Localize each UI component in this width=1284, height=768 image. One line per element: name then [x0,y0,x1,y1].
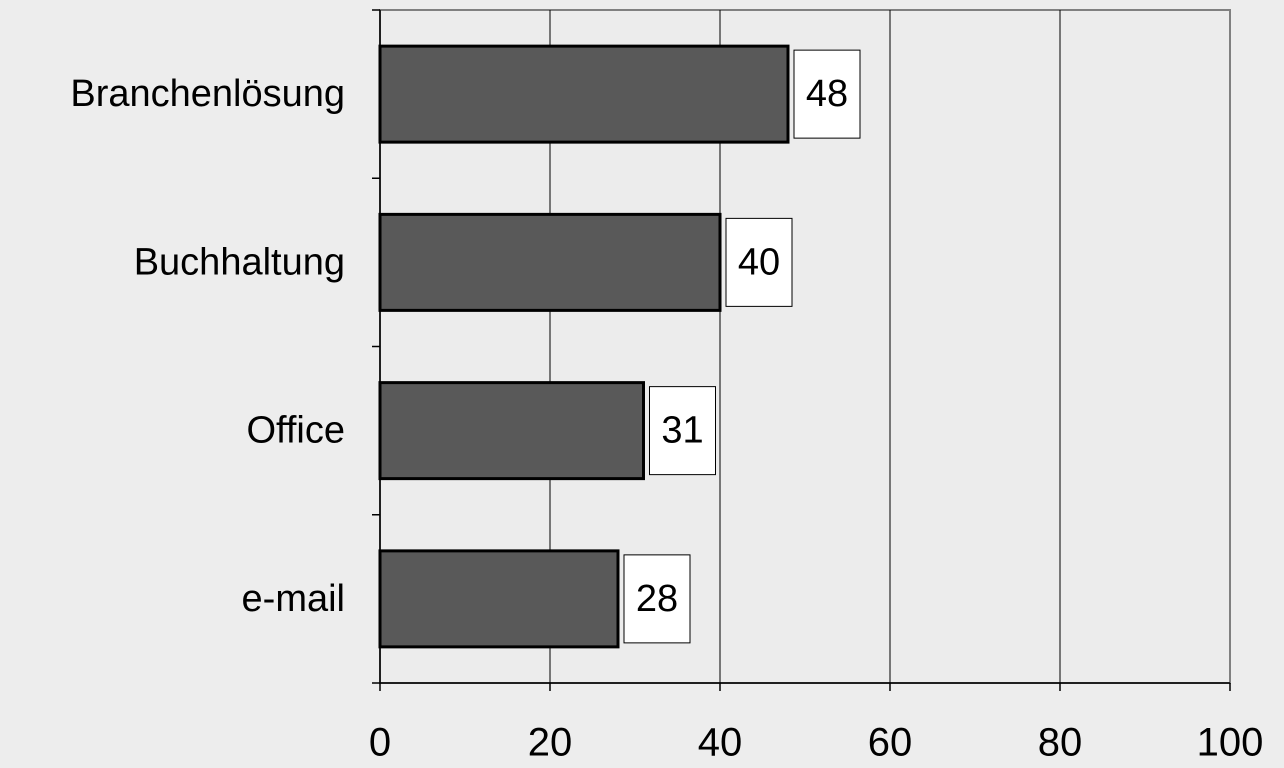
value-label-box [793,49,861,139]
bar [378,381,645,481]
bar [378,44,790,144]
y-tick-label: Office [246,410,345,452]
x-tick-label: 80 [1038,721,1083,765]
y-tick-label: Buchhaltung [134,241,345,283]
value-label: 48 [806,73,848,115]
x-tick-label: 20 [528,721,573,765]
x-tick-label: 0 [369,721,391,765]
value-label-box [725,217,793,307]
x-tick-label: 100 [1197,721,1264,765]
value-label: 28 [636,578,678,620]
x-tick-label: 60 [868,721,913,765]
bar [378,212,722,312]
y-tick-label: Branchenlösung [70,73,345,115]
x-tick-label: 40 [698,721,743,765]
bar [378,549,620,649]
value-label-box [623,554,691,644]
y-tick-label: e-mail [242,578,345,620]
value-label: 31 [661,410,703,452]
value-label-box [649,386,716,476]
value-label: 40 [738,241,780,283]
